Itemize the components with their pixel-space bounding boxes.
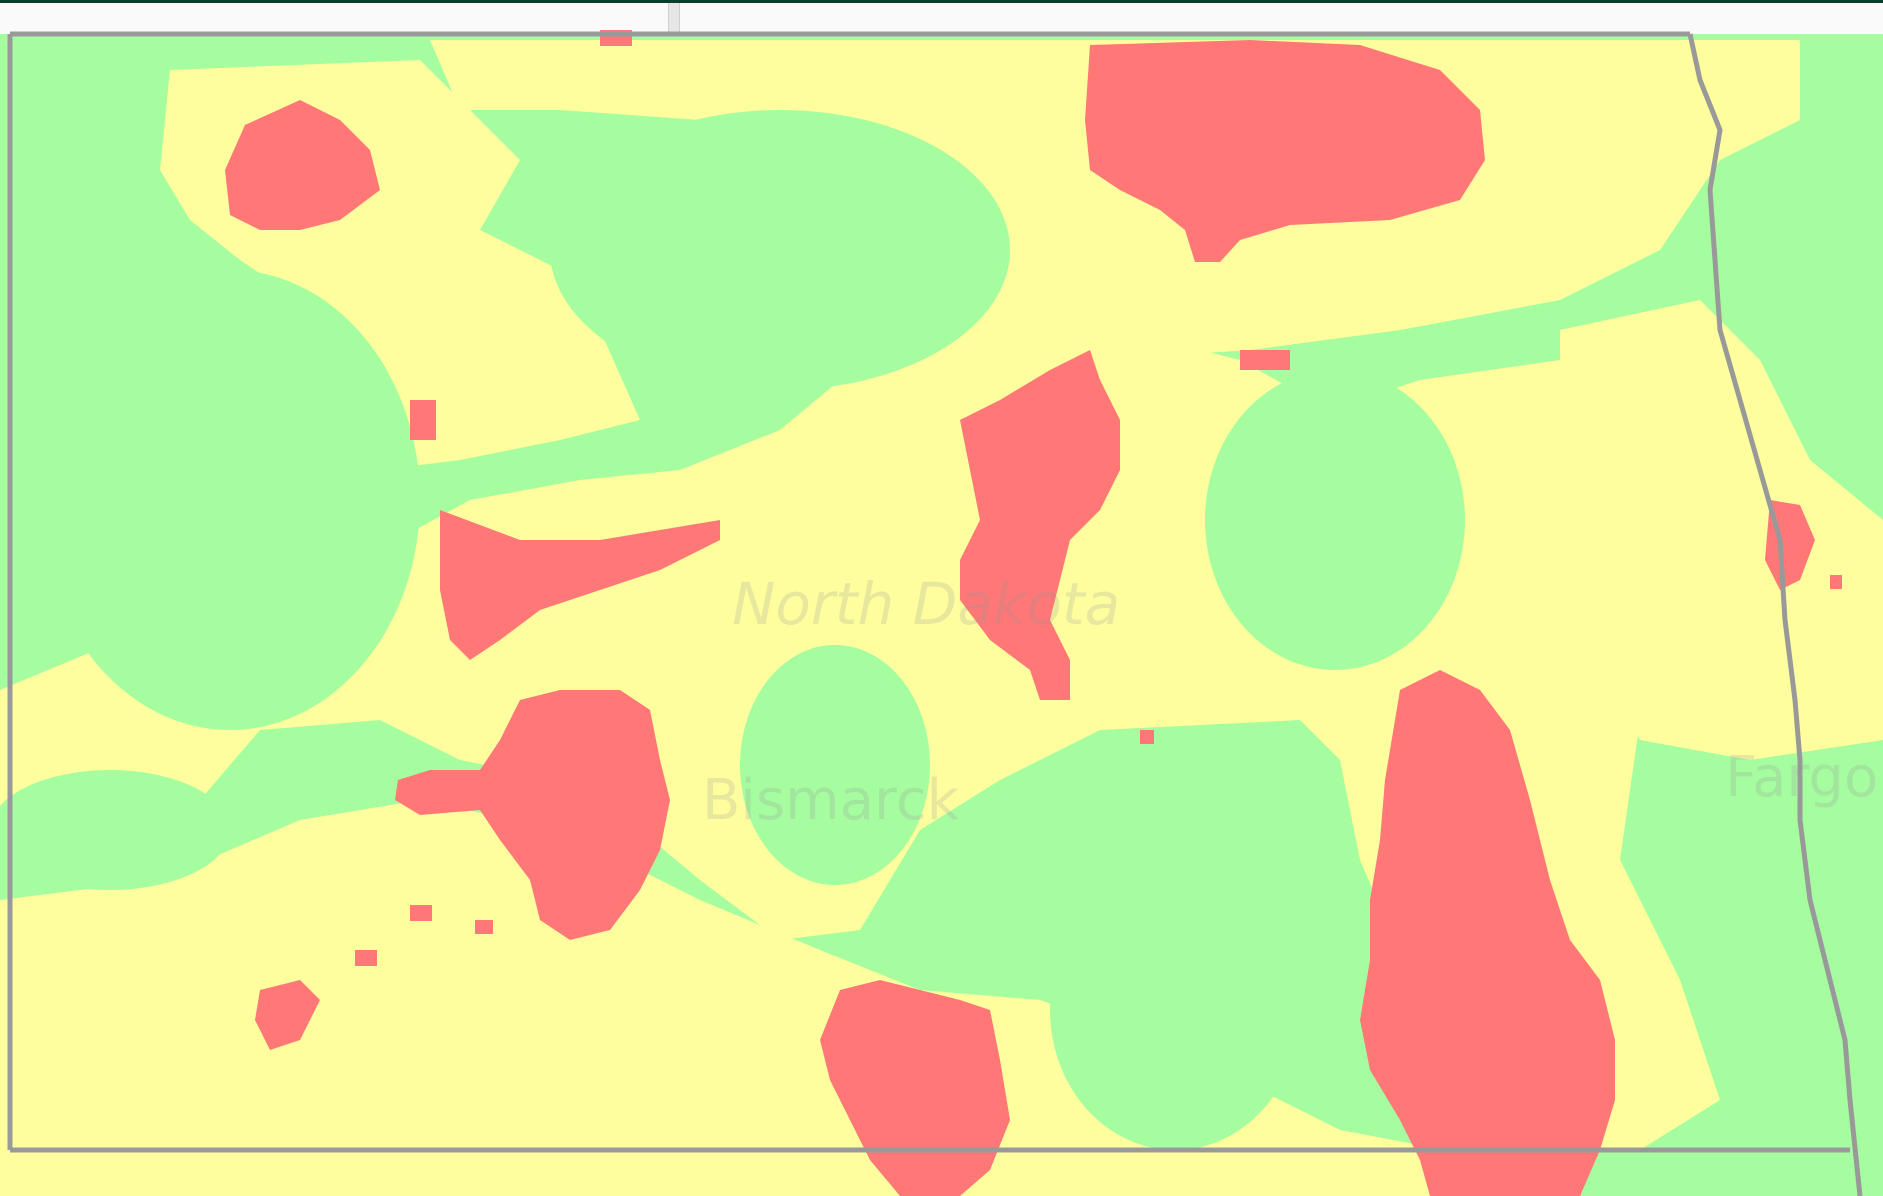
high-zone-north-speck-a (410, 400, 436, 440)
high-zone-south-center (820, 980, 1010, 1196)
low-zones (0, 110, 1465, 1150)
high-zone-nw (225, 100, 380, 230)
high-zone-sw-speck-c (475, 920, 493, 934)
high-zones (225, 30, 1842, 1196)
high-zone-sw-speck-a (355, 950, 377, 966)
low-zone-north (550, 110, 1010, 390)
low-zone-east (1205, 370, 1465, 670)
high-zone-west-streak (440, 510, 720, 660)
high-zone-sw-speck-b (410, 905, 432, 921)
high-zone-center-north (960, 350, 1120, 700)
state-borders (7, 31, 1863, 1196)
high-zone-center-speck (1140, 730, 1154, 744)
high-zone-north (1085, 40, 1485, 262)
city-label-fargo: Fargo (1725, 745, 1879, 810)
low-zone-bismarck (740, 645, 930, 885)
high-zone-east-speck (1830, 575, 1842, 589)
toolbar-divider (668, 3, 680, 34)
moderate-zone-east (1560, 300, 1883, 760)
city-label-bismarck: Bismarck (702, 768, 960, 833)
map-toolbar (0, 0, 1883, 34)
moderate-zone-sw (0, 940, 760, 1196)
high-zone-southeast (1360, 670, 1615, 1196)
low-zone-se (1050, 870, 1300, 1150)
high-zone-sw-scatter (255, 980, 320, 1050)
low-zone-sw (0, 770, 230, 890)
low-zone-west (40, 270, 420, 730)
high-zone-west-center (395, 690, 670, 940)
north-dakota-east-border (1687, 33, 1863, 1196)
state-label: North Dakota (732, 570, 1121, 638)
high-zone-north-speck-b (1240, 350, 1290, 370)
